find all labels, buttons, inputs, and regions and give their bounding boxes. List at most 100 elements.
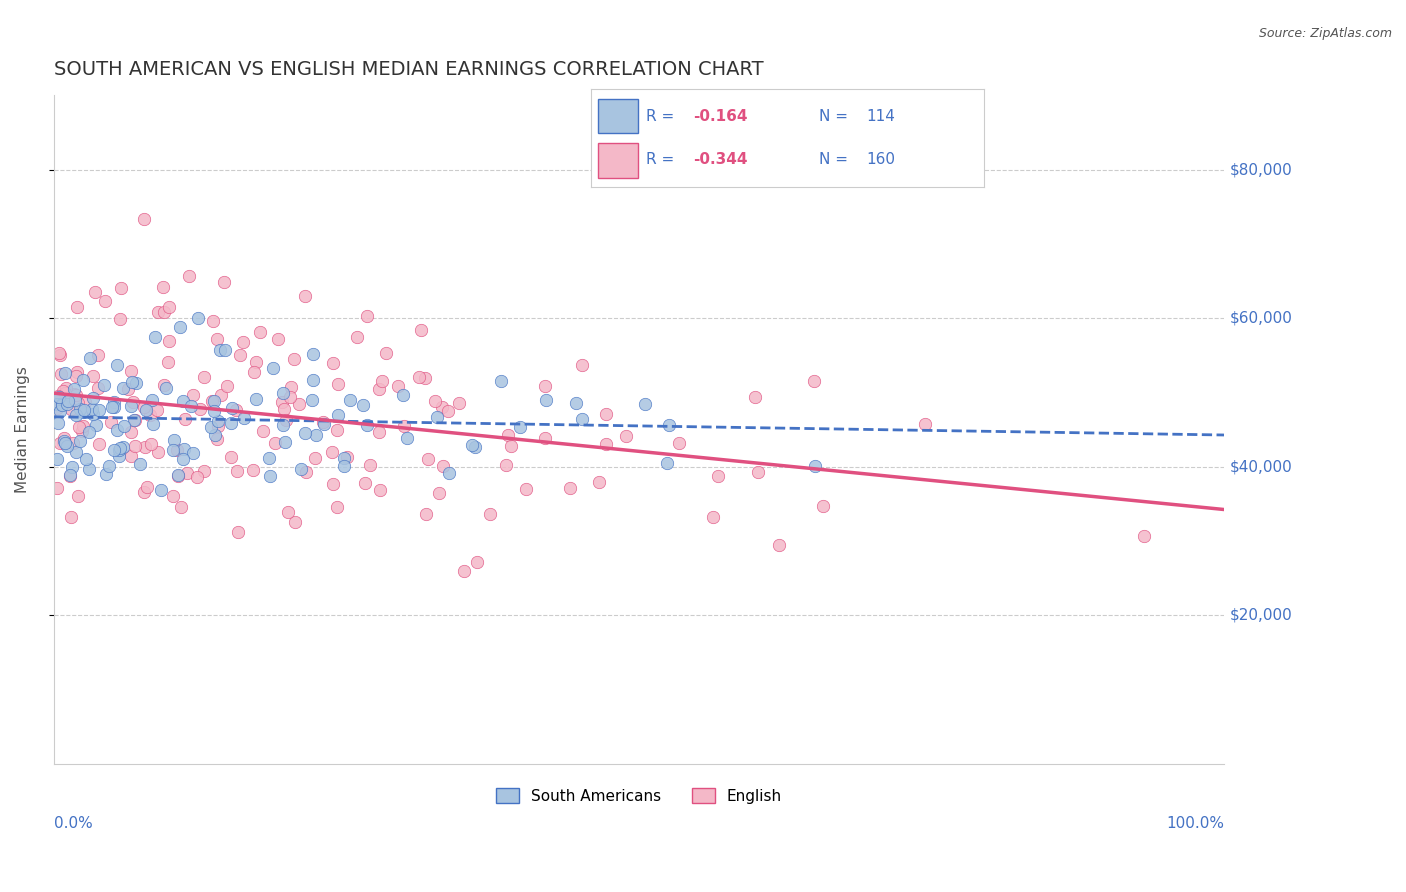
Point bbox=[413, 371, 436, 385]
Point bbox=[77, 425, 100, 439]
Point bbox=[353, 475, 375, 490]
Point bbox=[813, 500, 835, 514]
Point bbox=[226, 525, 249, 540]
Point bbox=[46, 389, 69, 403]
Point bbox=[188, 401, 211, 416]
Point bbox=[89, 402, 111, 417]
Point bbox=[359, 458, 381, 472]
Point bbox=[565, 396, 588, 410]
Point bbox=[274, 413, 297, 427]
Point bbox=[96, 467, 118, 482]
Point bbox=[312, 417, 335, 432]
Point bbox=[496, 427, 519, 442]
Point bbox=[124, 439, 146, 453]
Point bbox=[146, 445, 169, 459]
Point bbox=[121, 394, 143, 409]
Text: -0.344: -0.344 bbox=[693, 153, 748, 168]
Point bbox=[122, 413, 145, 427]
Point bbox=[202, 314, 225, 328]
Point bbox=[209, 388, 232, 402]
Point bbox=[273, 402, 295, 417]
Point bbox=[278, 390, 301, 404]
Point bbox=[129, 457, 152, 471]
Point bbox=[135, 402, 157, 417]
Point bbox=[245, 355, 267, 369]
Point bbox=[534, 393, 557, 408]
Point bbox=[747, 465, 769, 479]
Point bbox=[53, 434, 76, 449]
Point bbox=[356, 417, 378, 432]
Point bbox=[142, 417, 165, 431]
Point bbox=[65, 393, 87, 408]
Point bbox=[430, 401, 453, 415]
Point bbox=[232, 334, 254, 349]
Point bbox=[100, 415, 122, 429]
Point bbox=[447, 396, 470, 410]
Point bbox=[219, 416, 242, 430]
Point bbox=[62, 435, 84, 450]
Point bbox=[46, 417, 69, 431]
Point bbox=[702, 509, 724, 524]
Text: 160: 160 bbox=[866, 153, 896, 168]
Point bbox=[658, 417, 681, 432]
Point bbox=[120, 399, 142, 413]
Point bbox=[374, 345, 396, 359]
Text: -0.164: -0.164 bbox=[693, 109, 748, 124]
Point bbox=[501, 439, 523, 453]
Point bbox=[84, 417, 107, 432]
Point bbox=[141, 437, 163, 451]
Point bbox=[146, 305, 169, 319]
Point bbox=[277, 505, 299, 519]
Point bbox=[55, 381, 77, 395]
Point bbox=[395, 431, 418, 445]
Point bbox=[176, 466, 198, 480]
Point bbox=[322, 356, 344, 370]
Point bbox=[75, 395, 97, 409]
Text: $60,000: $60,000 bbox=[1230, 310, 1294, 326]
Point bbox=[51, 396, 73, 410]
Point bbox=[328, 409, 350, 423]
Point bbox=[105, 423, 128, 437]
Point bbox=[141, 392, 163, 407]
Point bbox=[249, 325, 271, 339]
Point bbox=[145, 329, 167, 343]
Point bbox=[283, 352, 305, 367]
Point bbox=[332, 450, 354, 465]
Point bbox=[59, 402, 82, 417]
Point bbox=[157, 300, 180, 314]
Point bbox=[1133, 529, 1156, 543]
Point bbox=[79, 351, 101, 366]
Point bbox=[271, 395, 294, 409]
Point bbox=[98, 458, 121, 473]
Point bbox=[110, 311, 132, 326]
Point bbox=[495, 458, 517, 473]
Point bbox=[56, 394, 79, 409]
Point bbox=[177, 269, 200, 284]
Text: Source: ZipAtlas.com: Source: ZipAtlas.com bbox=[1258, 27, 1392, 40]
Point bbox=[157, 334, 180, 349]
Point bbox=[111, 441, 134, 455]
Point bbox=[103, 442, 125, 457]
Point bbox=[295, 465, 318, 479]
Text: 100.0%: 100.0% bbox=[1166, 816, 1225, 831]
Point bbox=[371, 374, 394, 388]
Text: 0.0%: 0.0% bbox=[53, 816, 93, 831]
Point bbox=[167, 469, 190, 483]
Point bbox=[461, 438, 484, 452]
Point bbox=[125, 376, 148, 391]
Point bbox=[65, 408, 87, 422]
Text: R =: R = bbox=[645, 109, 679, 124]
Point bbox=[56, 439, 79, 453]
Point bbox=[408, 370, 430, 384]
Point bbox=[346, 330, 368, 344]
Point bbox=[103, 394, 125, 409]
Point bbox=[304, 428, 326, 442]
Point bbox=[111, 381, 134, 395]
Text: $40,000: $40,000 bbox=[1230, 459, 1294, 475]
Point bbox=[46, 401, 69, 415]
Point bbox=[77, 461, 100, 475]
Point bbox=[328, 377, 350, 392]
Point bbox=[655, 457, 678, 471]
Point bbox=[266, 332, 288, 346]
Point bbox=[290, 462, 312, 476]
